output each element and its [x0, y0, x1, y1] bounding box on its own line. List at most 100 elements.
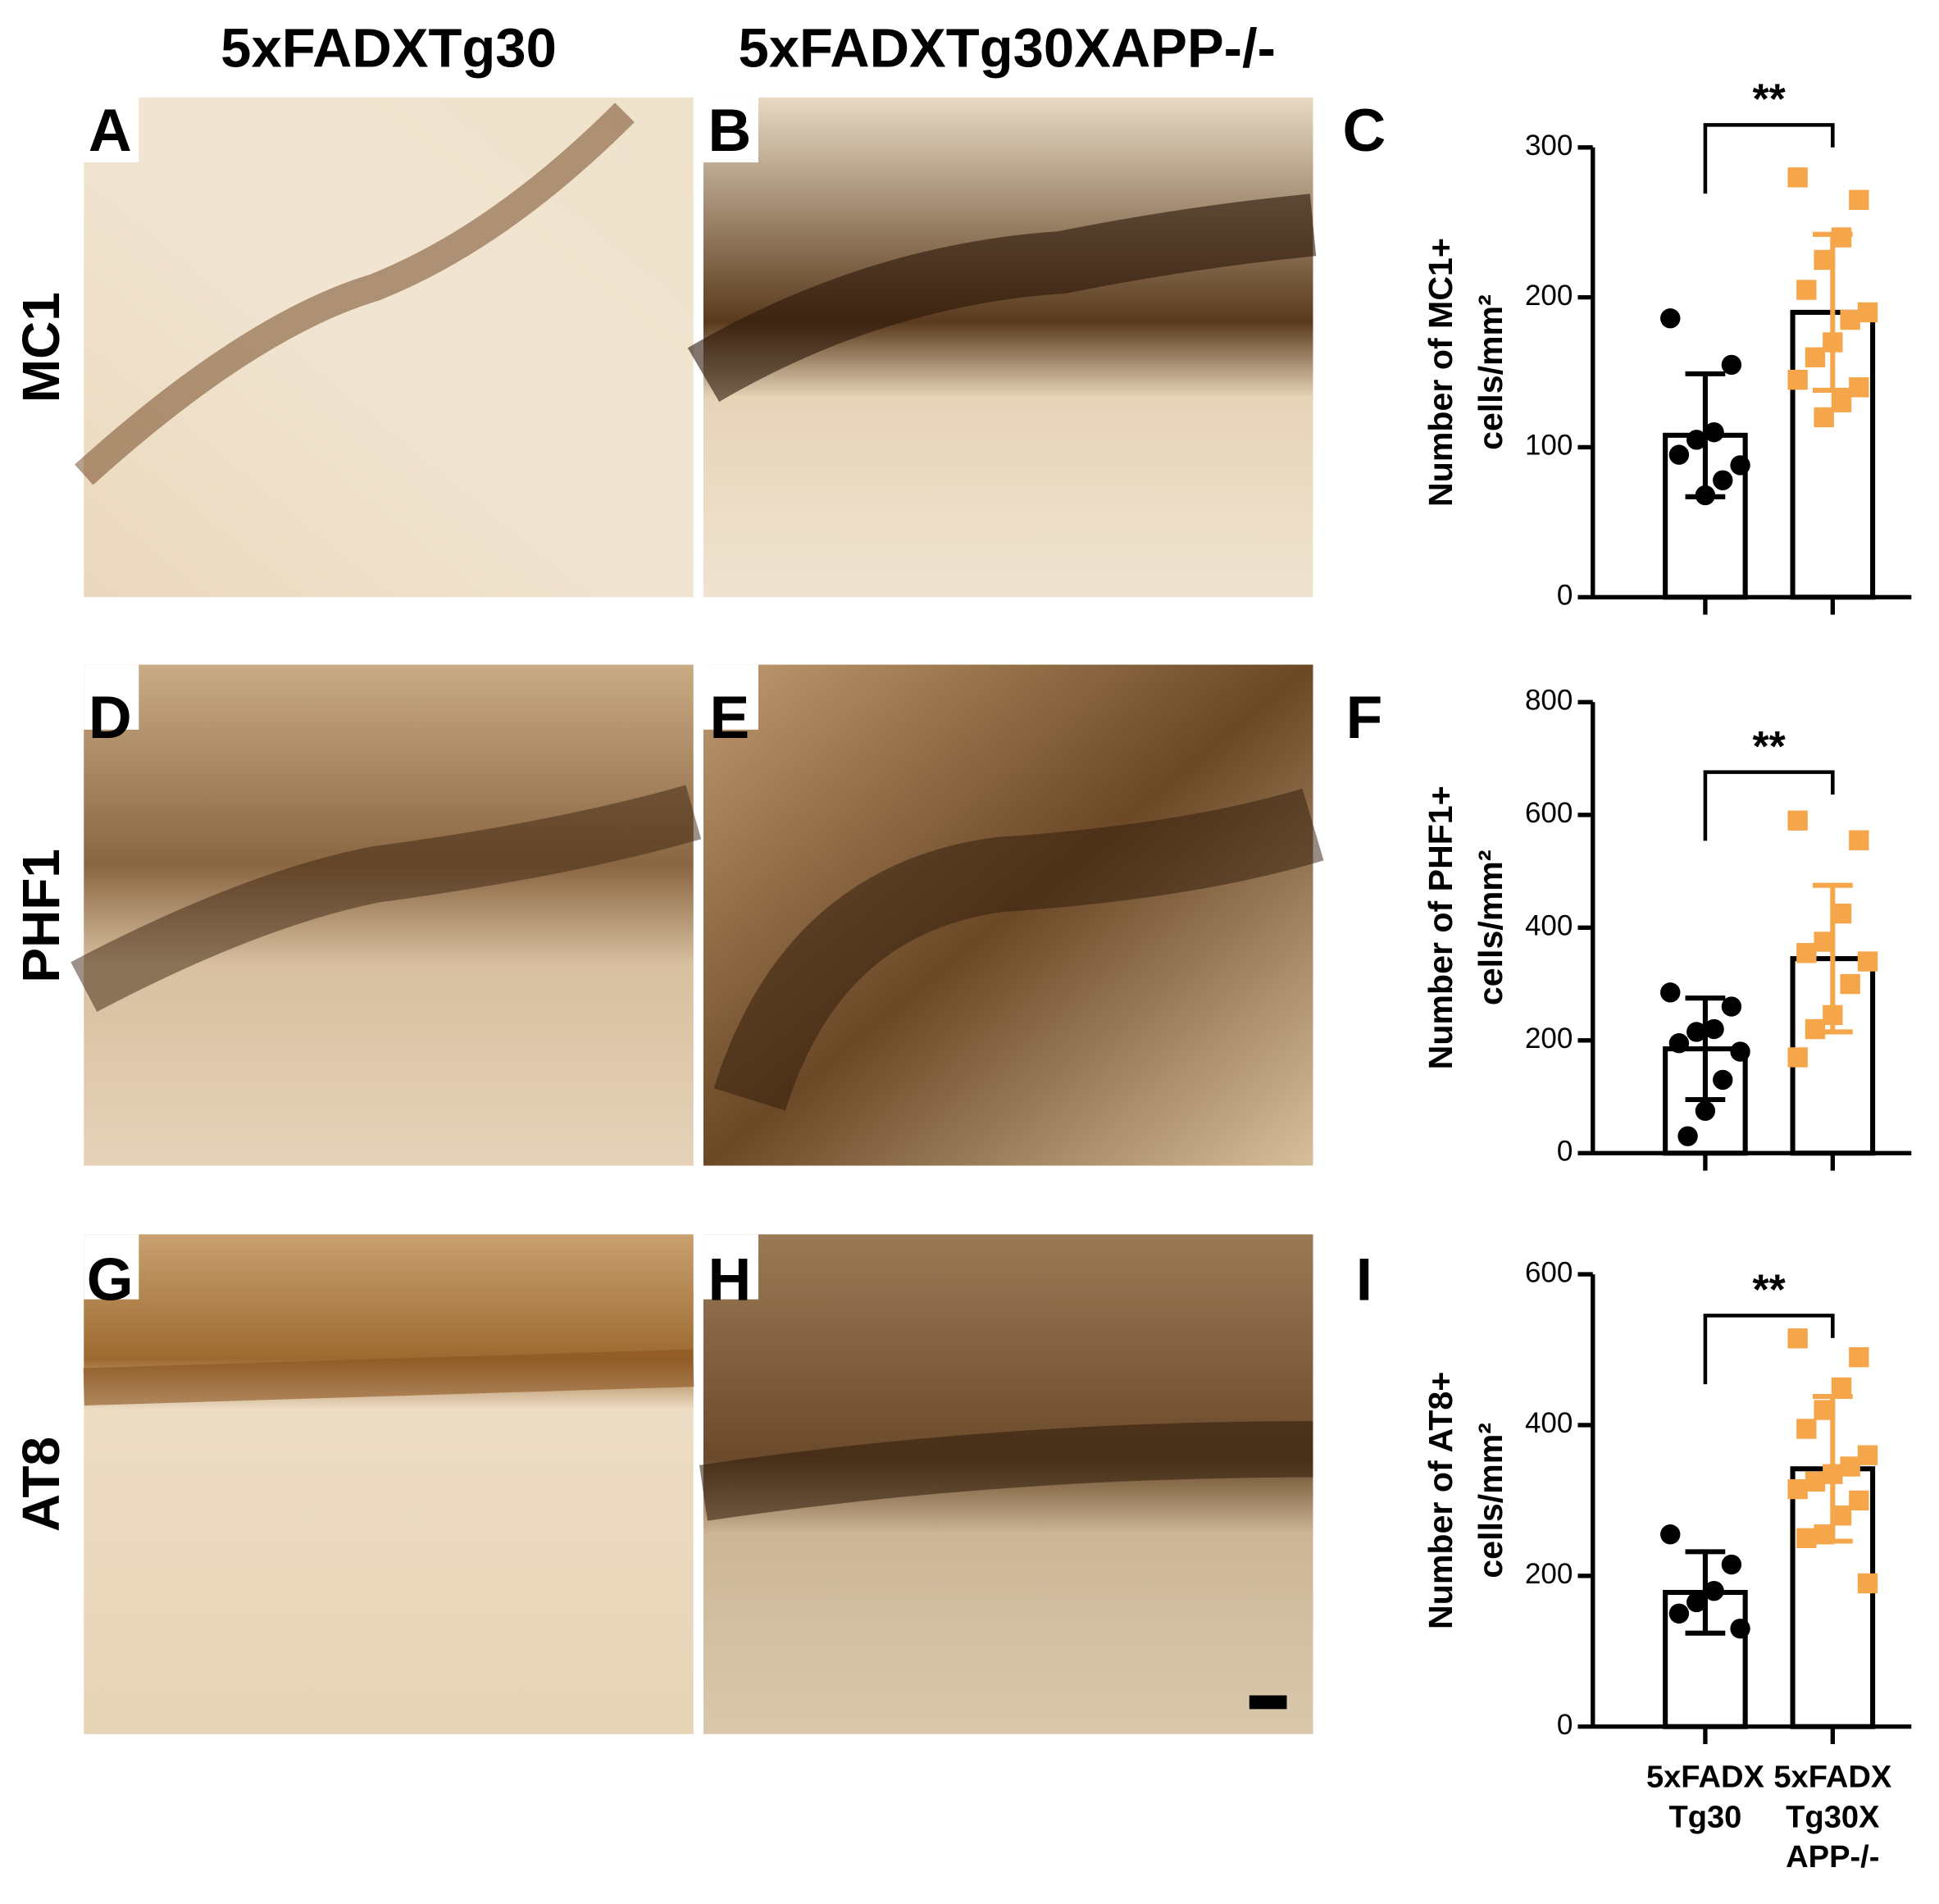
data-point: [1721, 1554, 1742, 1575]
data-point: [1857, 951, 1878, 972]
significance: **: [1752, 75, 1786, 123]
data-point: [1805, 1018, 1826, 1040]
data-point: [1787, 1328, 1808, 1349]
micrograph: [703, 664, 1313, 1166]
panel-letter: D: [89, 685, 132, 751]
error-bar: [1685, 995, 1726, 1103]
y-tick-label: 400: [1525, 1407, 1573, 1439]
letter-box: [703, 1234, 759, 1300]
row-label: AT8: [11, 1437, 71, 1532]
y-tick-label: 100: [1525, 430, 1573, 462]
data-point: [1849, 1347, 1869, 1368]
data-point: [1660, 308, 1681, 329]
micrograph: [84, 97, 694, 598]
y-axis-label: Number of MC1+ cells/mm²: [1422, 238, 1509, 507]
letter-box: [703, 664, 759, 730]
data-point: [1857, 1573, 1878, 1594]
data-point: [1695, 1100, 1716, 1121]
panel-letter: E: [710, 685, 750, 751]
y-tick-label: 800: [1525, 685, 1573, 717]
data-point: [1857, 1445, 1878, 1465]
data-point: [1849, 377, 1869, 398]
cell-layer: [699, 1421, 1313, 1521]
y-tick-label: 200: [1525, 1558, 1573, 1590]
y-tick-label: 400: [1525, 910, 1573, 942]
letter-box: [84, 664, 139, 730]
data-point: [1857, 302, 1878, 323]
panel-letter: F: [1346, 685, 1383, 751]
data-point: [1721, 354, 1742, 376]
cell-layer: [83, 1349, 694, 1406]
data-point: [1686, 1592, 1707, 1613]
panel-letter: A: [89, 98, 132, 164]
data-point: [1730, 1618, 1750, 1639]
data-point: [1660, 1524, 1681, 1545]
data-point: [1787, 167, 1808, 188]
data-point: [1668, 1603, 1690, 1624]
data-point: [1831, 392, 1852, 412]
y-tick-label: 0: [1557, 1709, 1573, 1741]
column-title: 5xFADXTg30: [221, 18, 557, 80]
y-axis-label: Number of AT8+ cells/mm²: [1422, 1372, 1509, 1629]
error-bar: [1812, 231, 1853, 394]
y-tick-label: 0: [1557, 1136, 1573, 1168]
row-label: PHF1: [11, 849, 71, 983]
micrograph: [84, 1234, 694, 1734]
data-point: [1840, 1456, 1860, 1477]
data-point: [1704, 421, 1724, 443]
data-point: [1713, 1069, 1733, 1091]
y-tick-label: 600: [1525, 1256, 1573, 1288]
significance: **: [1752, 1266, 1786, 1314]
cell-layer: [687, 194, 1317, 402]
panel-letter: I: [1356, 1247, 1372, 1314]
data-point: [1686, 1022, 1707, 1042]
data-point: [1713, 470, 1733, 490]
data-point: [1787, 810, 1808, 831]
scale-bar: [1249, 1695, 1287, 1710]
letter-box: [84, 1234, 139, 1300]
data-point: [1840, 309, 1860, 330]
panel-letter: H: [708, 1247, 752, 1314]
y-tick-label: 200: [1525, 1023, 1573, 1054]
panel-letter: G: [87, 1247, 134, 1314]
letter-box: [703, 97, 759, 163]
data-point: [1787, 1478, 1808, 1500]
letter-box: [84, 97, 139, 163]
data-point: [1796, 1419, 1817, 1439]
data-point: [1677, 1126, 1698, 1146]
y-axis-label: Number of PHF1+ cells/mm²: [1422, 786, 1509, 1069]
data-point: [1660, 982, 1681, 1003]
data-point: [1686, 430, 1707, 450]
data-point: [1787, 369, 1808, 390]
column-title: 5xFADXTg30XAPP-/-: [738, 18, 1275, 80]
row-label: MC1: [11, 292, 71, 403]
data-point: [1849, 1490, 1869, 1511]
cell-layer: [713, 788, 1324, 1111]
panel-letter: B: [708, 98, 752, 164]
significance-bracket: [1703, 770, 1835, 841]
cell-layer: [71, 785, 702, 1012]
significance: **: [1752, 722, 1786, 770]
data-point: [1796, 280, 1817, 300]
data-point: [1849, 830, 1869, 850]
error-bar: [1812, 1393, 1853, 1544]
data-point: [1805, 1471, 1826, 1492]
cell-layer: [75, 102, 635, 485]
data-point: [1704, 1580, 1724, 1601]
y-tick-label: 0: [1557, 580, 1573, 612]
data-point: [1787, 1047, 1808, 1068]
x-tick-label: 5xFADX Tg30: [1646, 1761, 1765, 1835]
data-point: [1805, 347, 1826, 367]
error-bar: [1685, 1549, 1726, 1636]
data-point: [1796, 1528, 1817, 1549]
x-tick-label: 5xFADX Tg30X APP-/-: [1773, 1761, 1892, 1875]
data-point: [1814, 407, 1834, 428]
data-point: [1796, 943, 1817, 963]
data-point: [1730, 455, 1750, 476]
data-point: [1668, 1033, 1690, 1054]
data-point: [1840, 973, 1860, 995]
y-tick-label: 600: [1525, 797, 1573, 829]
data-point: [1849, 189, 1869, 210]
